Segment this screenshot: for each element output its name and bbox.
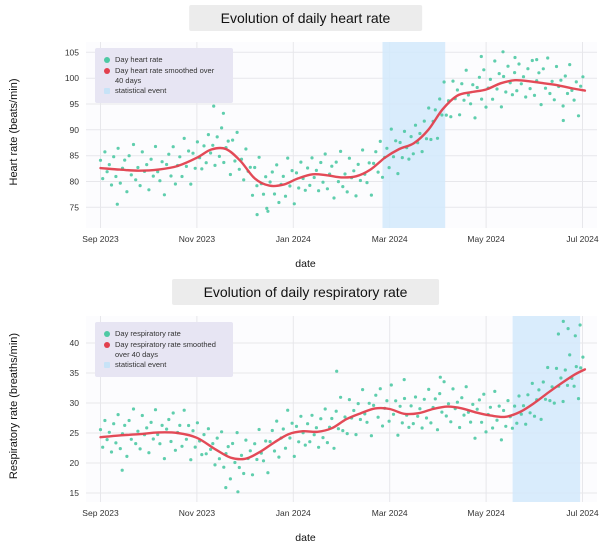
scatter-marker-icon [104, 331, 110, 337]
x-axis-label: date [295, 258, 316, 270]
y-tick-label: 90 [70, 125, 80, 135]
x-tick-label: Jan 2024 [276, 508, 311, 518]
x-tick-label: May 2024 [467, 234, 505, 244]
y-tick-label: 95 [70, 99, 80, 109]
legend-item: Day respiratory rate smoothed over 40 da… [104, 340, 224, 360]
legend-item: statistical event [104, 360, 224, 370]
legend-item: Day heart rate [104, 55, 224, 65]
legend-item: Day heart rate smoothed over 40 days [104, 66, 224, 86]
scatter-marker-icon [104, 57, 110, 63]
respiratory-rate-chart: Evolution of daily respiratory rate Resp… [0, 274, 611, 548]
y-tick-label: 40 [70, 338, 80, 348]
legend-label: Day heart rate smoothed over 40 days [115, 65, 215, 85]
y-tick-label: 105 [65, 47, 79, 57]
x-tick-label: Nov 2023 [179, 508, 216, 518]
respiratory-rate-plot: Sep 2023 Nov 2023 Jan 2024 Mar 2024 May 2024… [70, 316, 599, 518]
x-tick-label: Jan 2024 [276, 234, 311, 244]
gridlines [86, 42, 597, 228]
y-tick-label: 85 [70, 151, 80, 161]
line-marker-icon [104, 341, 110, 348]
y-tick-label: 100 [65, 73, 79, 83]
heart-rate-plot: Sep 2023 Nov 2023 Jan 2024 Mar 2024 May 2024… [65, 42, 599, 244]
legend-item: statistical event [104, 86, 224, 96]
legend-label: Day heart rate [115, 55, 163, 64]
band-marker-icon [104, 88, 110, 95]
legend-label: Day respiratory rate smoothed over 40 da… [115, 339, 216, 359]
line-marker-icon [104, 67, 110, 74]
trend-line [99, 368, 587, 461]
y-tick-label: 75 [70, 202, 80, 212]
x-tick-label: May 2024 [467, 508, 505, 518]
y-tick-label: 25 [70, 428, 80, 438]
y-tick-label: 15 [70, 488, 80, 498]
legend-label: statistical event [115, 360, 167, 370]
legend-label: statistical event [115, 86, 167, 96]
chart-title: Evolution of daily heart rate [188, 5, 423, 31]
trend-line [99, 78, 587, 188]
band-marker-icon [104, 362, 110, 369]
x-axis-label: date [295, 532, 316, 544]
x-tick-label: Sep 2023 [82, 234, 119, 244]
legend-label: Day respiratory rate [115, 329, 181, 338]
x-tick-label: Mar 2024 [372, 508, 408, 518]
y-tick-label: 20 [70, 458, 80, 468]
tick-labels: Sep 2023 Nov 2023 Jan 2024 Mar 2024 May 2024… [70, 338, 599, 518]
statistical-event-band [382, 42, 446, 228]
tick-labels: Sep 2023 Nov 2023 Jan 2024 Mar 2024 May 2024… [65, 47, 599, 244]
chart-title: Evolution of daily respiratory rate [171, 279, 440, 305]
legend: Day heart rate Day heart rate smoothed o… [95, 48, 233, 103]
y-tick-label: 30 [70, 398, 80, 408]
statistical-event-band [512, 316, 581, 502]
heart-rate-chart: Evolution of daily heart rate Heart rate… [0, 0, 611, 274]
x-tick-label: Mar 2024 [372, 234, 408, 244]
y-tick-label: 80 [70, 177, 80, 187]
x-tick-label: Jul 2024 [566, 508, 598, 518]
x-tick-label: Sep 2023 [82, 508, 119, 518]
legend-item: Day respiratory rate [104, 329, 224, 339]
y-tick-label: 35 [70, 368, 80, 378]
legend: Day respiratory rate Day respiratory rat… [95, 322, 233, 377]
x-tick-label: Jul 2024 [566, 234, 598, 244]
x-tick-label: Nov 2023 [179, 234, 216, 244]
